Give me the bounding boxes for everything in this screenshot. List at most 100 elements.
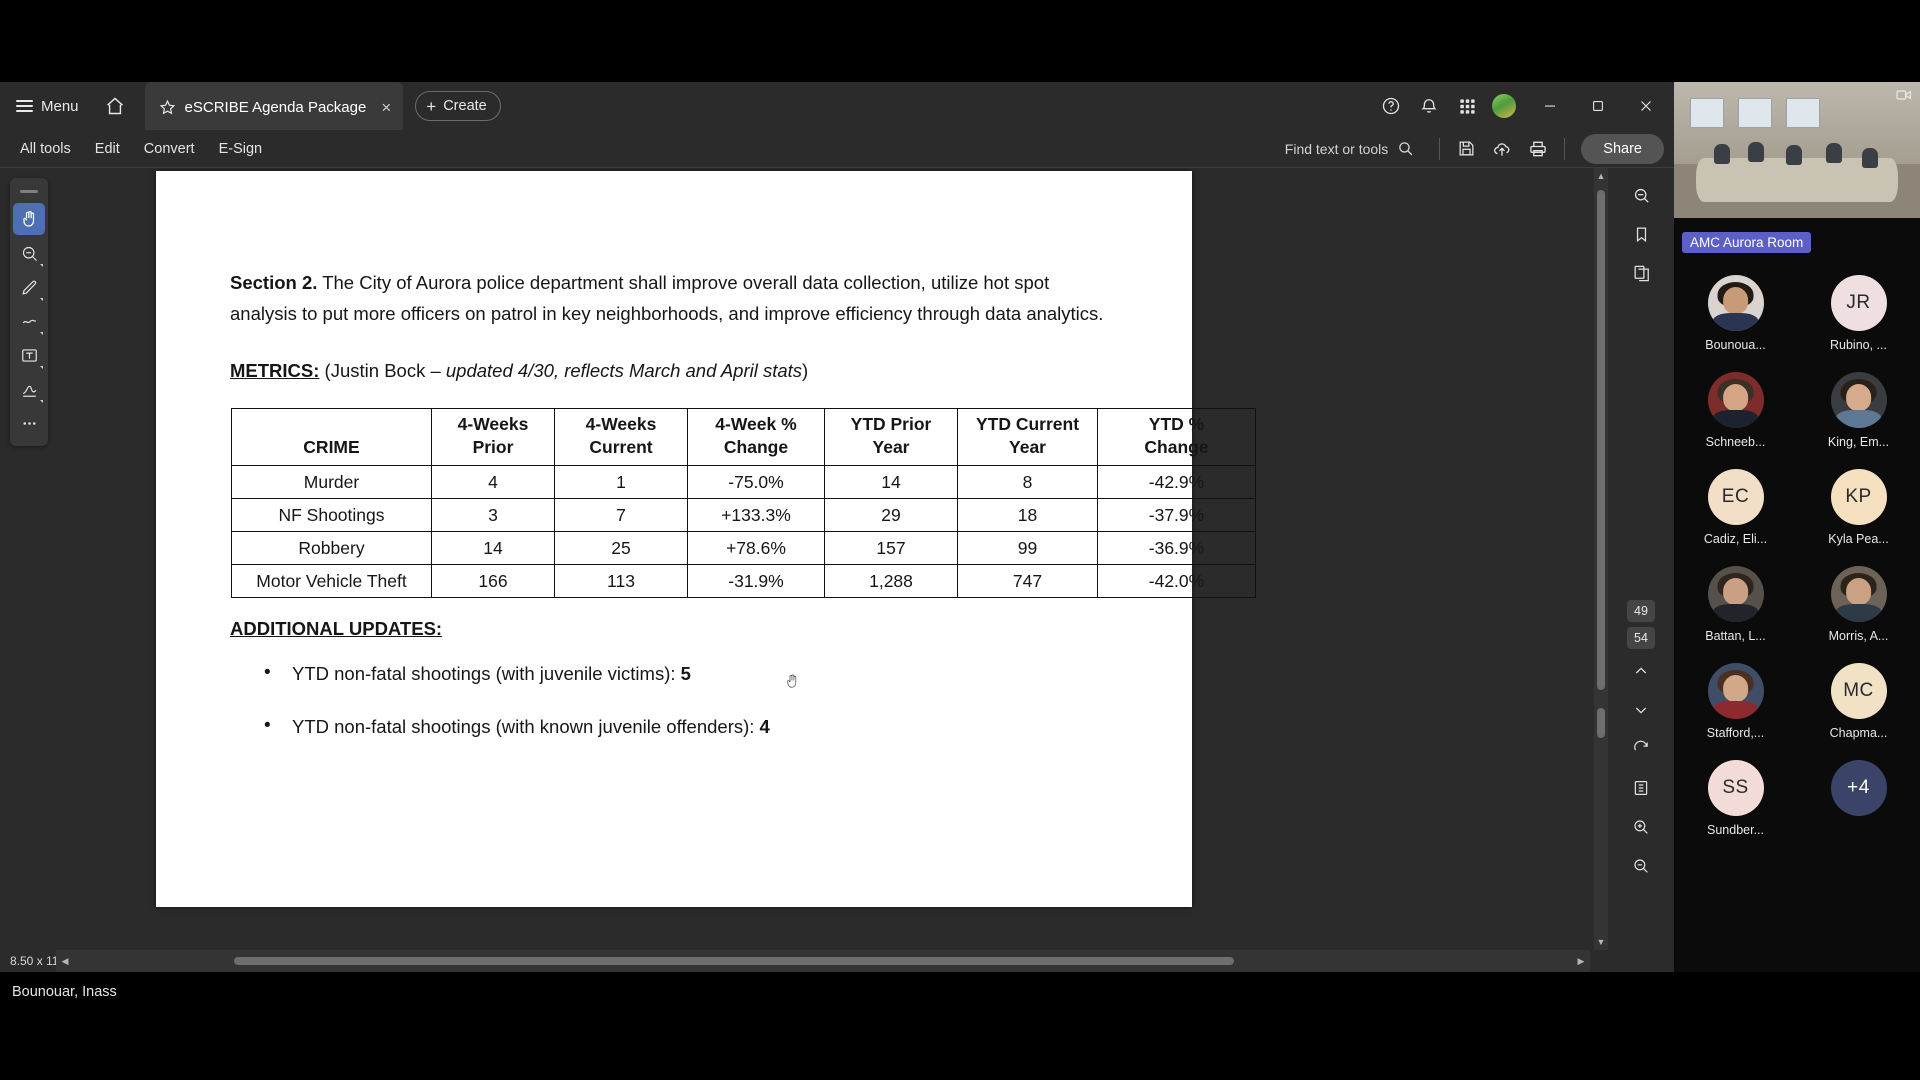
scroll-left-arrow[interactable]: ◀ bbox=[61, 955, 69, 966]
metrics-open: (Justin Bock – bbox=[319, 360, 446, 381]
vertical-scroll-thumb-secondary[interactable] bbox=[1597, 708, 1605, 738]
avatar-initials[interactable]: JR bbox=[1830, 275, 1887, 331]
close-window-button[interactable] bbox=[1624, 82, 1668, 130]
cloud-upload-button[interactable] bbox=[1485, 132, 1519, 166]
participant-grid: Bounoua... JR Rubino, ... Schneeb... bbox=[1674, 275, 1920, 837]
star-icon[interactable] bbox=[159, 99, 176, 116]
current-page-badge[interactable]: 49 bbox=[1627, 600, 1655, 622]
participant-tile[interactable]: Morris, A... bbox=[1804, 566, 1914, 643]
menu-button[interactable]: Menu bbox=[6, 89, 89, 123]
document-content: Section 2. The City of Aurora police dep… bbox=[230, 267, 1256, 742]
overflow-count[interactable]: +4 bbox=[1830, 760, 1887, 816]
share-button[interactable]: Share bbox=[1581, 133, 1664, 164]
horizontal-scroll-track[interactable] bbox=[74, 950, 1572, 972]
participant-tile[interactable]: SS Sundber... bbox=[1681, 760, 1791, 837]
save-button[interactable] bbox=[1449, 132, 1483, 166]
participant-tile[interactable]: Stafford,... bbox=[1681, 663, 1791, 740]
more-tools-button[interactable] bbox=[13, 407, 45, 439]
help-circle-icon bbox=[1382, 97, 1400, 115]
participant-tile[interactable]: EC Cadiz, Eli... bbox=[1681, 469, 1791, 546]
document-tab[interactable]: eSCRIBE Agenda Package × bbox=[144, 82, 404, 130]
list-item: YTD non-fatal shootings (with juvenile v… bbox=[230, 657, 1118, 689]
scroll-up-arrow[interactable]: ▲ bbox=[1596, 171, 1606, 181]
scroll-down-arrow[interactable]: ▼ bbox=[1596, 937, 1606, 947]
participant-tile[interactable]: Schneeb... bbox=[1681, 372, 1791, 449]
rotate-button[interactable] bbox=[1623, 732, 1659, 766]
avatar-initials[interactable]: MC bbox=[1830, 663, 1887, 719]
participant-tile[interactable]: MC Chapma... bbox=[1804, 663, 1914, 740]
cell-weeks-prior: 14 bbox=[431, 531, 555, 565]
document-viewport[interactable]: Section 2. The City of Aurora police dep… bbox=[56, 168, 1590, 950]
participant-tile[interactable]: KP Kyla Pea... bbox=[1804, 469, 1914, 546]
avatar[interactable] bbox=[1830, 372, 1887, 428]
menu-all-tools[interactable]: All tools bbox=[20, 140, 71, 157]
avatar[interactable] bbox=[1707, 372, 1764, 428]
participant-tile[interactable]: Battan, L... bbox=[1681, 566, 1791, 643]
account-avatar[interactable] bbox=[1492, 94, 1516, 118]
chevron-down-icon bbox=[40, 264, 43, 267]
vertical-scroll-thumb[interactable] bbox=[1597, 190, 1605, 690]
home-button[interactable] bbox=[95, 89, 135, 123]
highlight-tool-button[interactable] bbox=[13, 271, 45, 303]
cell-ytd-prior: 29 bbox=[824, 498, 958, 532]
search-document-button[interactable] bbox=[1623, 178, 1659, 212]
avatar[interactable] bbox=[1707, 275, 1764, 331]
maximize-button[interactable] bbox=[1576, 82, 1620, 130]
add-text-tool-button[interactable] bbox=[13, 339, 45, 371]
zoom-in-button[interactable] bbox=[1623, 810, 1659, 844]
scroll-right-arrow[interactable]: ▶ bbox=[1577, 955, 1585, 966]
horizontal-scrollbar[interactable]: ◀ ▶ bbox=[56, 950, 1590, 972]
participant-tile[interactable]: JR Rubino, ... bbox=[1804, 275, 1914, 352]
apps-button[interactable] bbox=[1450, 89, 1484, 123]
col-ytd-prior: YTD Prior Year bbox=[824, 408, 958, 466]
participant-tile[interactable]: King, Em... bbox=[1804, 372, 1914, 449]
print-button[interactable] bbox=[1521, 132, 1555, 166]
table-header: CRIME 4-Weeks Prior 4-Weeks Current 4-Week… bbox=[231, 408, 1256, 466]
avatar-initials[interactable]: SS bbox=[1707, 760, 1764, 816]
section-2-text: The City of Aurora police department sha… bbox=[230, 272, 1104, 324]
cell-ytd-prior: 14 bbox=[824, 465, 958, 499]
zoom-out-button[interactable] bbox=[1623, 849, 1659, 883]
vertical-scrollbar[interactable]: ▲ ▼ bbox=[1594, 168, 1608, 950]
hand-tool-button[interactable] bbox=[13, 203, 45, 235]
pen-icon bbox=[21, 280, 36, 295]
previous-page-button[interactable] bbox=[1623, 654, 1659, 688]
avatar[interactable] bbox=[1707, 566, 1764, 622]
comment-tool-button[interactable] bbox=[13, 305, 45, 337]
col-ytd-prior-line1: YTD Prior bbox=[850, 414, 932, 434]
avatar-initials[interactable]: EC bbox=[1707, 469, 1764, 525]
create-button[interactable]: + Create bbox=[415, 91, 501, 121]
participant-overflow-tile[interactable]: +4 bbox=[1804, 760, 1914, 837]
fit-page-icon bbox=[1634, 781, 1648, 795]
bookmarks-button[interactable] bbox=[1623, 217, 1659, 251]
avatar[interactable] bbox=[1830, 566, 1887, 622]
avatar-initials[interactable]: KP bbox=[1830, 469, 1887, 525]
cell-week-pct-change: +78.6% bbox=[687, 531, 825, 565]
room-video-feed[interactable] bbox=[1674, 82, 1920, 218]
next-page-button[interactable] bbox=[1623, 693, 1659, 727]
bookmark-icon bbox=[1636, 227, 1646, 242]
participant-name: Sundber... bbox=[1707, 823, 1764, 837]
fit-page-button[interactable] bbox=[1623, 771, 1659, 805]
total-pages-badge[interactable]: 54 bbox=[1627, 627, 1655, 649]
avatar[interactable] bbox=[1707, 663, 1764, 719]
participant-tile[interactable]: Bounoua... bbox=[1681, 275, 1791, 352]
maximize-icon bbox=[1593, 101, 1603, 111]
room-attendee bbox=[1826, 143, 1842, 163]
menu-esign[interactable]: E-Sign bbox=[218, 140, 263, 157]
notifications-button[interactable] bbox=[1412, 89, 1446, 123]
participant-photo bbox=[1707, 372, 1764, 428]
select-zoom-tool-button[interactable] bbox=[13, 237, 45, 269]
page-thumbnails-button[interactable] bbox=[1623, 256, 1659, 290]
menu-edit[interactable]: Edit bbox=[94, 140, 120, 157]
close-tab-icon[interactable]: × bbox=[381, 97, 392, 117]
update-text: YTD non-fatal shootings (with juvenile v… bbox=[292, 663, 681, 684]
participant-name: Morris, A... bbox=[1828, 629, 1889, 643]
minimize-button[interactable] bbox=[1528, 82, 1572, 130]
signature-tool-button[interactable] bbox=[13, 373, 45, 405]
find-tools-button[interactable]: Find text or tools bbox=[1275, 135, 1425, 162]
horizontal-scroll-thumb[interactable] bbox=[234, 957, 1234, 965]
rail-drag-handle[interactable] bbox=[20, 190, 38, 193]
help-button[interactable] bbox=[1374, 89, 1408, 123]
menu-convert[interactable]: Convert bbox=[143, 140, 195, 157]
